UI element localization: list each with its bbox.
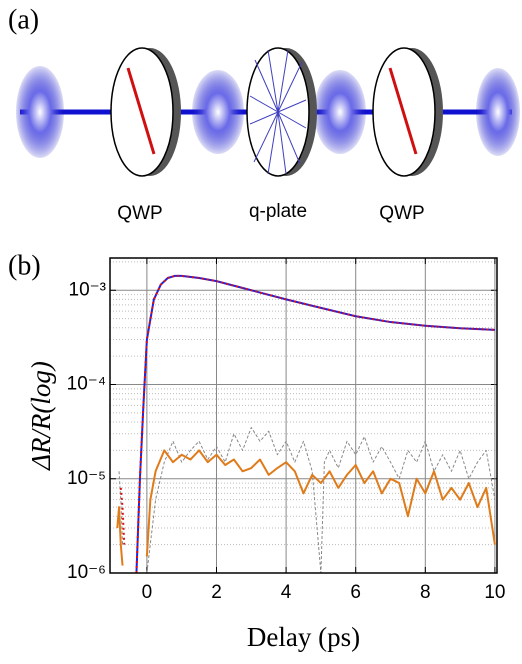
y-tick-label: 10⁻⁶ [67, 562, 106, 583]
waveplate [372, 47, 443, 177]
waveplate [110, 47, 181, 177]
panel-label: (a) [8, 4, 39, 35]
x-tick-label: 8 [420, 582, 431, 603]
beam-profile [192, 70, 244, 154]
y-tick-label: 10⁻⁴ [67, 374, 106, 395]
chart: 10⁻⁶ 10⁻⁵ 10⁻⁴ 10⁻³ 0 2 4 6 8 10 Delay (ps) ΔR/R(lo… [26, 257, 505, 652]
panel-label: (b) [8, 250, 41, 281]
series-line [116, 449, 496, 566]
y-axis-label: ΔR/R(log) [26, 361, 56, 471]
x-axis-label: Delay (ps) [247, 622, 360, 652]
y-tick-label: 10⁻⁵ [67, 468, 106, 489]
y-tick-label: 10⁻³ [69, 279, 107, 300]
series-line [118, 426, 496, 573]
series-group [116, 274, 496, 573]
beam-profile [476, 68, 520, 156]
series-line [119, 274, 495, 573]
component-label: QWP [117, 203, 162, 224]
series-line [135, 274, 495, 573]
x-tick-label: 10 [484, 582, 505, 603]
component-label: q-plate [249, 201, 307, 222]
component-label: QWP [379, 203, 424, 224]
x-tick-label: 6 [350, 582, 361, 603]
optical-diagram: QWP q-plate QWP [16, 47, 520, 224]
plot-frame [109, 257, 498, 574]
beam-profile [314, 70, 366, 154]
q-plate [246, 47, 317, 177]
x-tick-label: 0 [142, 582, 153, 603]
x-tick-label: 4 [281, 582, 292, 603]
beam-profile [16, 66, 64, 158]
x-tick-label: 2 [211, 582, 222, 603]
